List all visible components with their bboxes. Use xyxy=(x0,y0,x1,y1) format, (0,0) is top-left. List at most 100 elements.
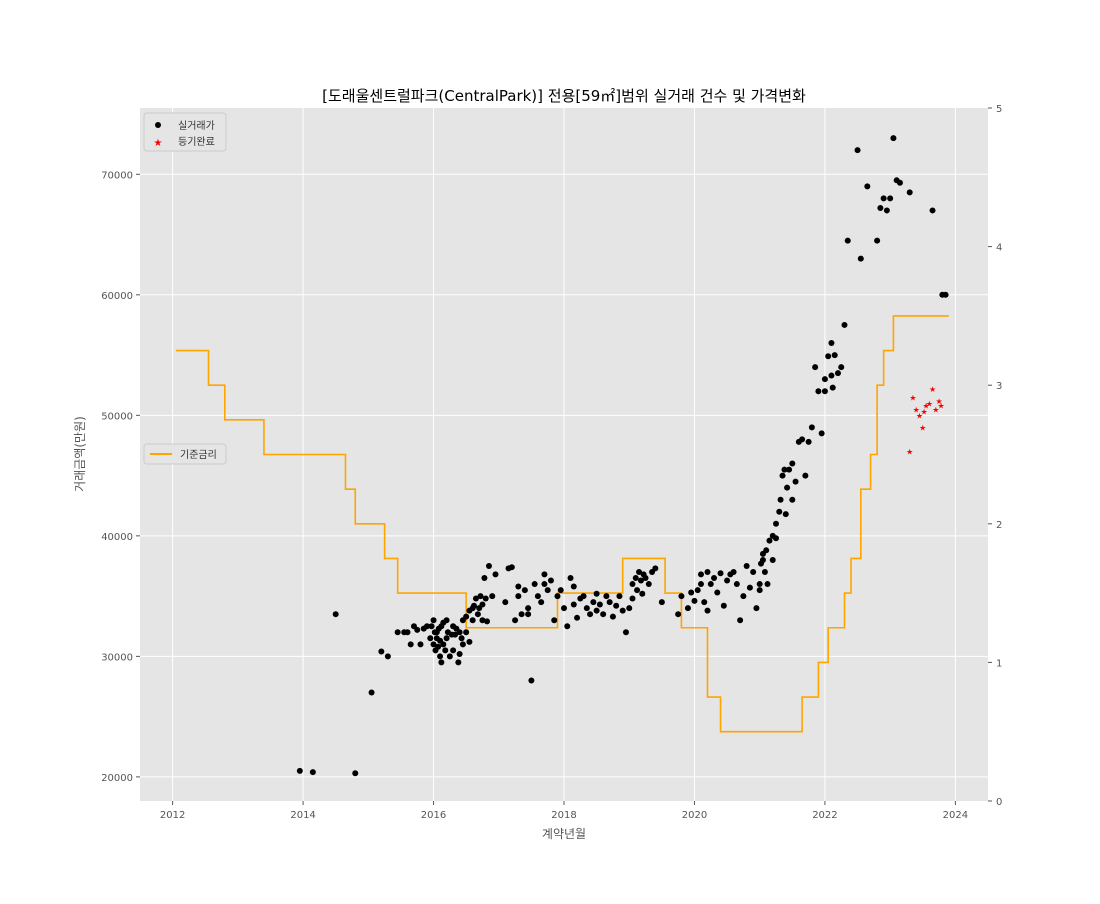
trade-point xyxy=(466,638,473,645)
trade-point xyxy=(711,575,718,582)
trade-point xyxy=(805,438,812,445)
y-tick-label: 30000 xyxy=(101,652,133,663)
registered-point: ★ xyxy=(929,385,936,394)
trade-point xyxy=(724,577,731,584)
trade-point xyxy=(477,593,484,600)
legend-main: 실거래가 ★ 등기완료 xyxy=(143,112,227,152)
trade-point xyxy=(446,653,453,660)
trade-point xyxy=(534,593,541,600)
trade-point xyxy=(394,629,401,636)
trade-point xyxy=(384,653,391,660)
legend-registered-label: 등기완료 xyxy=(178,136,215,148)
trade-point xyxy=(781,466,788,473)
registered-point: ★ xyxy=(926,399,933,408)
trade-point xyxy=(658,599,665,606)
trade-point xyxy=(309,769,316,776)
trade-point xyxy=(636,569,643,576)
trade-point xyxy=(521,587,528,594)
trade-point xyxy=(883,207,890,214)
trade-point xyxy=(567,575,574,582)
legend-trade-label: 실거래가 xyxy=(178,120,215,132)
trade-point xyxy=(561,605,567,612)
trade-point xyxy=(590,599,597,606)
trade-point xyxy=(515,583,522,590)
trade-point xyxy=(773,520,779,527)
trade-point xyxy=(474,611,481,618)
trade-point xyxy=(838,364,845,371)
legend-trade-marker xyxy=(155,122,161,128)
trade-point xyxy=(834,370,841,377)
trade-point xyxy=(769,556,776,563)
rate-step-line xyxy=(175,315,949,733)
trade-point xyxy=(792,478,799,485)
registered-point: ★ xyxy=(919,423,926,432)
trade-point xyxy=(455,659,462,666)
trade-point xyxy=(776,508,783,515)
trade-point xyxy=(678,593,685,600)
trade-point xyxy=(609,613,616,620)
y2-tick-label: 4 xyxy=(996,243,1002,254)
trade-point xyxy=(733,581,740,588)
trade-point xyxy=(764,581,771,588)
trade-point xyxy=(472,595,479,602)
trade-point xyxy=(407,641,414,648)
trade-point xyxy=(779,472,786,479)
trade-point xyxy=(829,384,836,391)
registered-point: ★ xyxy=(922,402,929,411)
trade-point xyxy=(414,626,421,633)
trade-point xyxy=(720,602,727,609)
trade-point xyxy=(547,577,554,584)
trade-point xyxy=(368,689,375,696)
trade-point xyxy=(880,195,887,202)
trade-point xyxy=(784,484,791,491)
trade-point xyxy=(697,581,704,588)
trade-point xyxy=(756,587,763,594)
trade-point xyxy=(564,623,571,630)
trade-point xyxy=(557,587,564,594)
trade-point xyxy=(730,569,737,576)
trade-point xyxy=(877,205,884,212)
trade-point xyxy=(828,340,835,347)
trade-point xyxy=(606,599,613,606)
y-axis-label: 거래금액(만원) xyxy=(73,416,87,492)
trade-point xyxy=(352,770,359,777)
trade-point xyxy=(637,577,644,584)
registered-point: ★ xyxy=(932,405,939,414)
trade-point xyxy=(463,629,470,636)
trade-point xyxy=(515,593,522,600)
trade-point xyxy=(942,291,949,298)
trade-point xyxy=(789,496,796,503)
trade-point xyxy=(786,466,793,473)
trade-point xyxy=(619,607,626,614)
trade-point xyxy=(857,255,864,262)
trade-point xyxy=(756,581,763,588)
trade-point xyxy=(481,575,488,582)
trade-point xyxy=(642,575,649,582)
legend-rate-label: 기준금리 xyxy=(180,449,217,461)
trade-point xyxy=(854,147,861,154)
trade-point xyxy=(864,183,871,190)
trade-point xyxy=(570,601,577,608)
trade-point xyxy=(802,472,809,479)
trade-point xyxy=(417,641,424,648)
trade-point xyxy=(587,611,594,618)
trade-point xyxy=(763,547,770,554)
trade-point xyxy=(430,617,437,624)
x-tick-label: 2020 xyxy=(682,810,707,821)
trade-point xyxy=(799,436,806,443)
trade-point xyxy=(470,602,477,609)
trade-point xyxy=(906,189,913,196)
trade-point xyxy=(551,617,558,624)
trade-point xyxy=(489,593,496,600)
trade-point xyxy=(456,629,463,636)
trade-point xyxy=(541,571,548,578)
trade-point xyxy=(443,617,450,624)
trade-point xyxy=(717,570,724,577)
trade-point xyxy=(821,388,828,395)
trade-point xyxy=(574,614,581,621)
y2-tick-label: 5 xyxy=(996,104,1002,115)
registered-point: ★ xyxy=(916,411,923,420)
trade-point xyxy=(404,629,411,636)
